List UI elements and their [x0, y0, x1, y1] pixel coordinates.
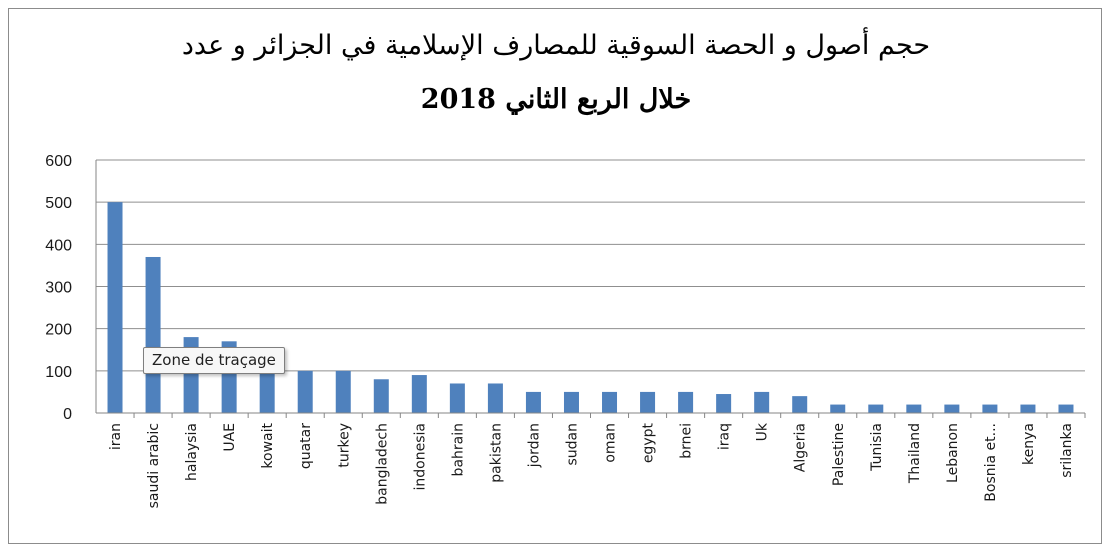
- bar-algeria[interactable]: [792, 396, 808, 413]
- y-tick-label: 100: [45, 364, 72, 381]
- x-category-label: UAE: [222, 423, 238, 452]
- x-category-label: brnei: [679, 423, 695, 459]
- bar-thailand[interactable]: [906, 404, 922, 413]
- x-category-label: kowait: [260, 423, 276, 469]
- x-category-label: jordan: [526, 423, 542, 468]
- bar-saudi-arabic[interactable]: [145, 256, 161, 413]
- x-category-label: Tunisia: [869, 423, 885, 472]
- bar-jordan[interactable]: [525, 391, 541, 413]
- x-category-label: turkey: [336, 423, 352, 468]
- x-category-label: sudan: [564, 423, 580, 466]
- x-category-label: halaysia: [184, 423, 200, 481]
- x-category-label: Lebanon: [945, 423, 961, 483]
- bar-lebanon[interactable]: [944, 404, 960, 413]
- x-category-label: saudi arabic: [146, 423, 162, 508]
- bar-oman[interactable]: [602, 391, 618, 413]
- bar-bosnia-et-[interactable]: [982, 404, 998, 413]
- chart-title: حجم أصول و الحصة السوقية للمصارف الإسلام…: [181, 30, 931, 61]
- x-category-label: Algeria: [793, 423, 809, 472]
- x-category-labels: iran saudi arabic halaysia UAE kowait quatar t…: [108, 422, 1075, 508]
- bar-uk[interactable]: [754, 391, 770, 413]
- bar-iran[interactable]: [107, 202, 123, 413]
- bar-tunisia[interactable]: [868, 404, 884, 413]
- bar-kowait[interactable]: [259, 370, 275, 413]
- bar-palestine[interactable]: [830, 404, 846, 413]
- bar-bahrain[interactable]: [449, 383, 465, 413]
- axes: [95, 160, 1086, 418]
- bar-iraq[interactable]: [716, 394, 732, 413]
- x-category-label: oman: [603, 423, 619, 463]
- bar-sudan[interactable]: [563, 391, 579, 413]
- bar-egypt[interactable]: [640, 391, 656, 413]
- y-tick-label: 300: [45, 280, 72, 297]
- bar-bangladech[interactable]: [373, 379, 389, 413]
- chart-area: [8, 8, 1102, 544]
- bar-pakistan[interactable]: [487, 383, 503, 413]
- x-category-label: Palestine: [831, 423, 847, 486]
- chart-subtitle: خلال الربع الثاني 2018: [420, 84, 692, 115]
- x-category-label: iran: [108, 423, 124, 450]
- x-category-label: srilanka: [1059, 423, 1075, 478]
- bar-quatar[interactable]: [297, 370, 313, 413]
- bar-turkey[interactable]: [335, 370, 351, 413]
- x-category-label: kenya: [1021, 423, 1037, 465]
- bars: [107, 202, 1074, 413]
- x-category-label: iraq: [717, 423, 733, 450]
- bar-indonesia[interactable]: [411, 375, 427, 413]
- y-tick-label: 500: [45, 195, 72, 212]
- x-category-label: bahrain: [450, 423, 466, 476]
- x-category-label: pakistan: [488, 423, 504, 483]
- bar-kenya[interactable]: [1020, 404, 1036, 413]
- x-category-label: egypt: [641, 423, 657, 464]
- x-category-label: indonesia: [412, 423, 428, 490]
- y-tick-label: 0: [63, 406, 72, 423]
- x-category-label: Thailand: [907, 423, 923, 484]
- x-category-label: Bosnia et...: [983, 423, 999, 502]
- x-category-label: Uk: [755, 422, 771, 441]
- bar-brnei[interactable]: [678, 391, 694, 413]
- y-tick-label: 400: [45, 237, 72, 254]
- bar-srilanka[interactable]: [1058, 404, 1074, 413]
- x-category-label: bangladech: [374, 423, 390, 505]
- y-tick-labels: 0 100 200 300 400 500 600: [45, 153, 72, 423]
- x-category-label: quatar: [298, 423, 314, 469]
- plot-area-tooltip: Zone de traçage: [143, 347, 285, 374]
- gridlines: [96, 159, 1085, 372]
- y-tick-label: 200: [45, 322, 72, 339]
- y-tick-label: 600: [45, 153, 72, 170]
